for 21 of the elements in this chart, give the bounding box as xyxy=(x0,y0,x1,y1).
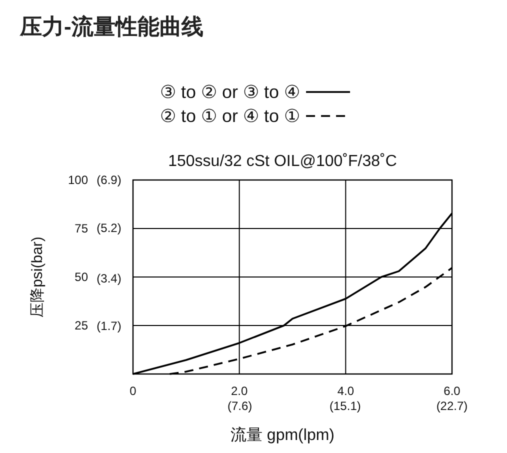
chart-title: 压力-流量性能曲线 xyxy=(19,14,204,39)
x-axis-title: 流量 gpm(lpm) xyxy=(230,426,335,444)
x-tick-label: 6.0 xyxy=(444,384,461,398)
x-tick-label: 0 xyxy=(130,384,137,398)
x2-tick-label: (22.7) xyxy=(436,399,468,413)
y2-tick-label: (3.4) xyxy=(96,271,122,286)
legend-label: ③ to ② or ③ to ④ xyxy=(160,82,300,102)
y-tick-label: 75 xyxy=(74,222,88,236)
y-tick-label: 100 xyxy=(68,173,88,187)
chart-subtitle: 150ssu/32 cSt OIL@100˚F/38˚C xyxy=(168,153,397,170)
legend-label: ② to ① or ④ to ① xyxy=(160,106,300,126)
y-tick-label: 50 xyxy=(74,270,88,284)
x2-tick-label: (7.6) xyxy=(227,399,252,413)
y-tick-label: 25 xyxy=(74,318,88,332)
y2-tick-label: (1.7) xyxy=(96,319,122,334)
y2-tick-label: (6.9) xyxy=(96,173,122,187)
y2-tick-label: (5.2) xyxy=(96,220,122,235)
x2-tick-label: (15.1) xyxy=(330,399,361,413)
x-tick-label: 2.0 xyxy=(230,384,248,398)
y-axis-title: 压降psi(bar) xyxy=(29,236,46,318)
x-tick-label: 4.0 xyxy=(337,384,354,398)
